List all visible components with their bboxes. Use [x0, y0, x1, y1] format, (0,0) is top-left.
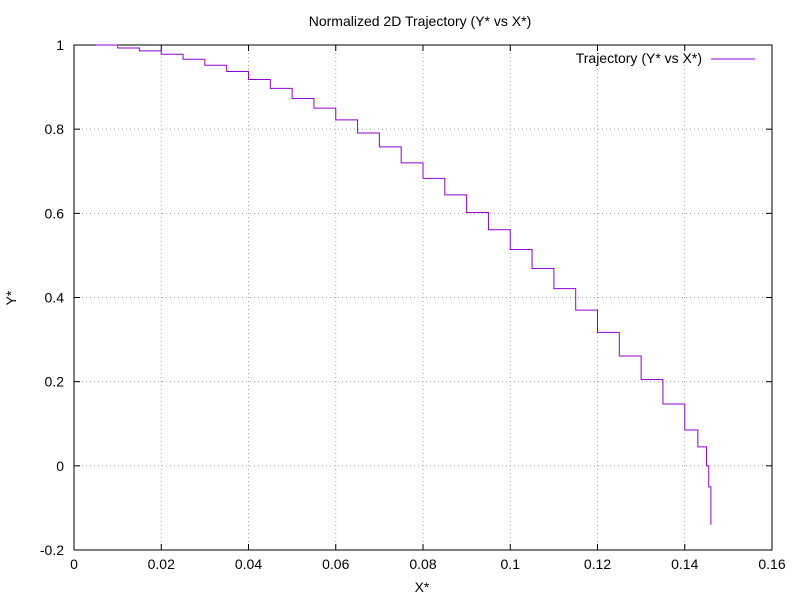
- series-line: [95, 44, 712, 525]
- y-tick-label: 0: [56, 458, 64, 474]
- legend-label: Trajectory (Y* vs X*): [576, 50, 702, 66]
- chart-title: Normalized 2D Trajectory (Y* vs X*): [309, 13, 532, 29]
- y-tick-label: 0.6: [45, 205, 65, 221]
- x-tick-label: 0.04: [235, 556, 262, 572]
- x-tick-label: 0.1: [501, 556, 521, 572]
- grid: [74, 45, 772, 550]
- legend: Trajectory (Y* vs X*): [576, 50, 755, 66]
- x-tick-label: 0: [70, 556, 78, 572]
- y-tick-label: 0.8: [45, 121, 65, 137]
- x-tick-label: 0.12: [584, 556, 611, 572]
- x-tick-label: 0.16: [758, 556, 785, 572]
- y-tick-label: 1: [56, 37, 64, 53]
- x-tick-label: 0.02: [148, 556, 175, 572]
- x-axis-ticks: 0 0.02 0.04 0.06 0.08 0.1 0.12 0.14 0.16: [70, 45, 786, 572]
- y-tick-label: -0.2: [40, 542, 64, 558]
- y-axis-label: Y*: [3, 290, 19, 305]
- x-tick-label: 0.14: [671, 556, 698, 572]
- x-tick-label: 0.08: [409, 556, 436, 572]
- y-tick-label: 0.2: [45, 374, 65, 390]
- y-tick-label: 0.4: [45, 290, 65, 306]
- x-tick-label: 0.06: [322, 556, 349, 572]
- x-axis-label: X*: [415, 579, 430, 595]
- y-axis-ticks: -0.2 0 0.2 0.4 0.6 0.8 1: [40, 37, 772, 558]
